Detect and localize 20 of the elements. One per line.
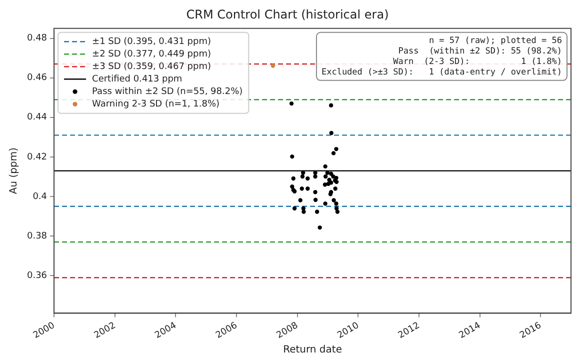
annotation: n = 57 (raw); plotted = 56: [428, 36, 562, 46]
legend-label: Certified 0.413 ppm: [92, 74, 182, 84]
chart-title: CRM Control Chart (historical era): [186, 7, 389, 22]
y-tick-label: 0.36: [26, 270, 48, 281]
legend-label: ±2 SD (0.377, 0.449 ppm): [92, 49, 212, 60]
y-tick-label: 0.38: [26, 231, 48, 242]
annotation: Pass (within ±2 SD): 55 (98.2%): [398, 46, 562, 56]
y-axis-title: Au (ppm): [8, 147, 20, 194]
y-tick-label: 0.48: [26, 34, 48, 44]
legend-label: Pass within ±2 SD (n=55, 98.2%): [92, 86, 243, 97]
y-tick-label: 0.44: [26, 112, 48, 123]
y-tick-label: 0.42: [26, 152, 48, 162]
legend-label: Warning 2-3 SD (n=1, 1.8%): [92, 99, 220, 110]
y-tick-label: 0.4: [32, 192, 48, 202]
y-tick-label: 0.46: [26, 73, 48, 84]
annotation: Warn (2-3 SD): 1 (1.8%): [393, 56, 562, 67]
legend-label: ±1 SD (0.395, 0.431 ppm): [92, 36, 212, 47]
x-axis-title: Return date: [283, 344, 342, 356]
annotation: Excluded (>±3 SD): 1 (data-entry / overlimit): [321, 67, 562, 78]
legend-label: ±3 SD (0.359, 0.467 ppm): [92, 62, 212, 72]
